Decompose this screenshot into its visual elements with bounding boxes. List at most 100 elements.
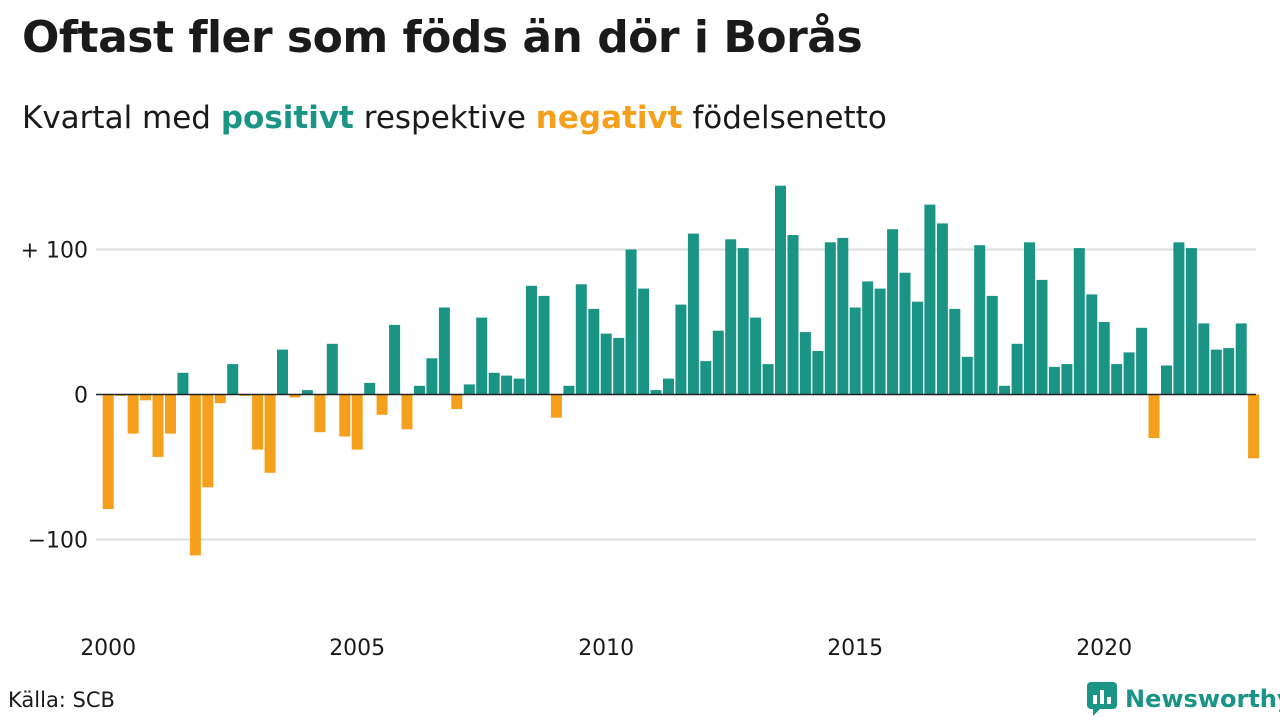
bar-positive (1173, 242, 1185, 395)
bar-positive (563, 385, 575, 395)
bar-positive (961, 356, 973, 395)
bar-positive (936, 223, 948, 395)
bar-positive (887, 229, 899, 395)
bar-positive (675, 304, 687, 395)
bar-positive (1223, 348, 1235, 395)
subtitle-positive-word: positivt (220, 100, 354, 136)
bar-positive (227, 364, 239, 395)
bar-positive (513, 378, 525, 395)
bar-positive (588, 308, 600, 395)
bar-positive (1011, 343, 1023, 395)
bar-positive (687, 233, 699, 395)
bar-negative (140, 394, 152, 401)
source-note: Källa: SCB (8, 688, 115, 712)
bar-negative (1248, 394, 1260, 459)
subtitle-negative-word: negativt (535, 100, 683, 136)
bar-positive (1210, 349, 1222, 395)
x-tick-label: 2020 (1076, 636, 1132, 661)
subtitle-middle: respektive (363, 100, 526, 136)
bar-positive (912, 301, 923, 395)
bar-positive (501, 375, 513, 395)
x-tick-label: 2010 (578, 636, 634, 661)
bar-chart: + 100 0 −100 2000 2005 2010 2015 2020 (21, 185, 1260, 661)
bar-negative (376, 394, 388, 415)
bar-positive (737, 248, 749, 395)
bar-negative (165, 394, 176, 434)
y-tick-label: 0 (74, 384, 88, 409)
bar-positive (787, 235, 799, 395)
bar-positive (1136, 327, 1148, 395)
subtitle-suffix: födelsenetto (692, 100, 887, 136)
bar-positive (1036, 279, 1048, 395)
bar-positive (613, 337, 625, 395)
bar-positive (750, 317, 762, 395)
bar-positive (837, 237, 849, 395)
y-tick-label: −100 (28, 529, 88, 554)
x-tick-label: 2005 (329, 636, 385, 661)
bar-positive (600, 333, 612, 395)
x-tick-label: 2000 (80, 636, 136, 661)
bar-positive (1235, 323, 1247, 395)
bar-positive (638, 288, 650, 395)
bar-positive (1111, 364, 1123, 395)
bar-positive (712, 330, 724, 395)
bar-positive (700, 361, 712, 395)
bar-positive (1123, 352, 1135, 395)
bar-chart-speech-bubble-icon (1087, 682, 1117, 716)
bar-positive (899, 272, 911, 395)
brand-name: Newsworthy (1125, 685, 1280, 713)
bar-positive (389, 324, 401, 395)
bar-positive (1161, 365, 1172, 395)
bar-positive (463, 384, 475, 395)
bar-negative (451, 394, 463, 409)
bar-positive (476, 317, 488, 395)
bar-positive (1073, 248, 1085, 395)
bar-positive (663, 378, 674, 395)
bar-negative (127, 394, 139, 434)
bar-positive (414, 385, 425, 395)
bar-negative (102, 394, 114, 509)
brand-logo: Newsworthy (1087, 682, 1280, 716)
bar-positive (1198, 323, 1210, 395)
bar-negative (314, 394, 326, 433)
bar-positive (538, 295, 550, 395)
bar-negative (351, 394, 363, 450)
bar-positive (986, 295, 998, 395)
chart-subtitle: Kvartal med positivt respektive negativt… (22, 100, 887, 136)
bar-positive (438, 307, 450, 395)
bar-negative (214, 394, 226, 404)
bar-positive (526, 285, 537, 395)
bar-positive (725, 239, 737, 395)
bar-positive (488, 372, 500, 395)
bar-positive (426, 358, 438, 395)
bar-positive (1061, 364, 1073, 395)
bar-positive (277, 349, 288, 395)
bar-negative (550, 394, 562, 418)
bar-negative (1148, 394, 1160, 438)
bar-negative (339, 394, 351, 437)
bar-positive (862, 281, 874, 395)
y-tick-label: + 100 (21, 239, 88, 264)
bar-positive (177, 372, 189, 395)
bar-positive (824, 242, 836, 395)
bar-positive (999, 385, 1011, 395)
bar-positive (799, 332, 811, 395)
bar-positive (1024, 242, 1035, 395)
bar-positive (625, 249, 637, 395)
bar-positive (974, 245, 986, 395)
bar-positive (1086, 294, 1098, 395)
bar-positive (874, 288, 886, 395)
bar-negative (202, 394, 214, 488)
bar-positive (775, 185, 786, 395)
bar-positive (650, 390, 662, 395)
bar-positive (575, 284, 587, 395)
bar-positive (1048, 366, 1060, 395)
bar-negative (252, 394, 264, 450)
bar-negative (401, 394, 413, 430)
bar-positive (301, 390, 313, 395)
bar-negative (189, 394, 201, 556)
bar-positive (326, 343, 338, 395)
bar-positive (812, 351, 824, 395)
bar-positive (762, 364, 774, 395)
bar-positive (1098, 322, 1110, 395)
